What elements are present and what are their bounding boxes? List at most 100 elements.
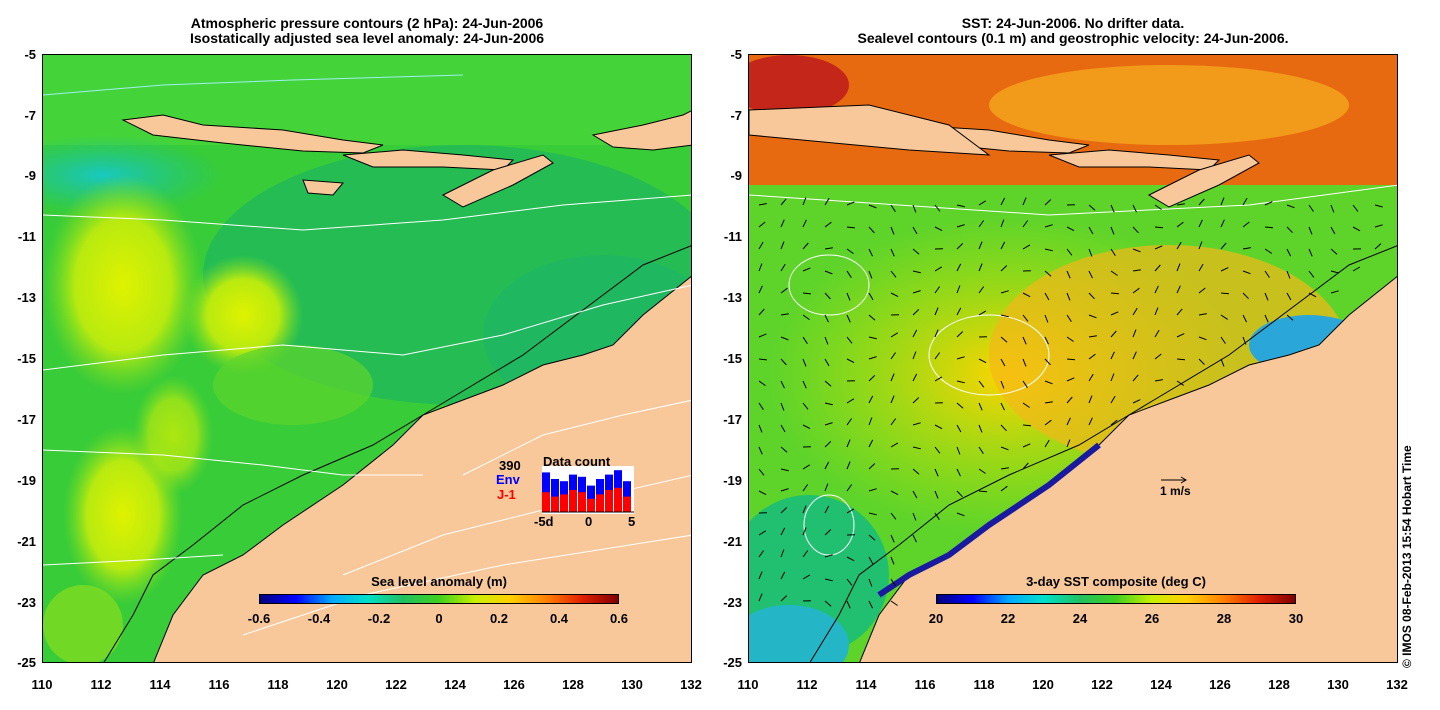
velocity-arrow: [1176, 263, 1181, 272]
velocity-arrow: [868, 600, 873, 609]
velocity-arrow: [956, 424, 962, 433]
velocity-arrow: [868, 292, 874, 301]
velocity-arrow: [956, 446, 961, 455]
velocity-arrow: [956, 468, 961, 477]
velocity-arrow: [956, 490, 963, 498]
velocity-arrow: [1242, 314, 1248, 323]
data-count-j1-label: J-1: [497, 487, 516, 502]
velocity-arrow: [1110, 226, 1115, 235]
velocity-arrow: [1220, 336, 1226, 344]
velocity-arrow: [1176, 333, 1185, 338]
velocity-arrow: [1066, 336, 1074, 342]
velocity-arrow: [978, 490, 988, 493]
lon-tick: 126: [503, 677, 525, 692]
velocity-arrow: [824, 441, 832, 448]
velocity-arrow: [802, 197, 807, 206]
velocity-arrow: [1308, 270, 1315, 278]
velocity-arrow: [1352, 204, 1359, 212]
velocity-arrow: [934, 329, 939, 338]
velocity-arrow: [868, 226, 875, 234]
velocity-arrow: [912, 226, 918, 235]
velocity-arrow: [758, 263, 763, 272]
velocity-arrow: [934, 266, 943, 272]
velocity-arrow: [934, 352, 941, 360]
velocity-arrow: [1286, 270, 1291, 279]
data-count-title: Data count: [543, 454, 611, 469]
velocity-arrow: [824, 402, 833, 406]
velocity-arrow: [802, 242, 809, 250]
lat-tick: -25: [723, 655, 742, 670]
velocity-arrow: [1044, 401, 1053, 404]
velocity-arrow: [824, 197, 830, 206]
velocity-arrow: [890, 395, 895, 404]
velocity-arrow: [780, 287, 788, 294]
lon-tick: 126: [1209, 677, 1231, 692]
velocity-arrow: [1198, 263, 1204, 272]
velocity-arrow: [1000, 290, 1009, 294]
velocity-arrow: [890, 332, 899, 338]
velocity-arrow: [956, 243, 964, 250]
velocity-arrow: [758, 221, 766, 228]
velocity-arrow: [1374, 224, 1383, 228]
velocity-arrow: [1264, 201, 1273, 206]
velocity-arrow: [934, 307, 939, 316]
velocity-arrow: [1066, 439, 1071, 448]
velocity-arrow: [758, 530, 767, 536]
velocity-arrow: [802, 424, 811, 430]
velocity-arrow: [1022, 292, 1031, 298]
velocity-arrow: [1242, 221, 1250, 228]
velocity-arrow: [978, 263, 983, 272]
velocity-arrow: [890, 418, 897, 426]
lat-tick: -9: [24, 168, 36, 183]
velocity-arrow: [956, 224, 965, 228]
velocity-arrow: [912, 290, 921, 294]
lat-tick: -11: [723, 229, 742, 244]
lon-tick: 128: [1268, 677, 1290, 692]
velocity-arrow: [780, 549, 785, 558]
lon-tick: 122: [1091, 677, 1113, 692]
velocity-arrow: [758, 468, 765, 476]
velocity-arrow: [868, 204, 877, 209]
velocity-arrow: [912, 309, 920, 316]
velocity-arrow: [1022, 402, 1030, 408]
velocity-arrow: [1176, 285, 1181, 294]
velocity-arrow: [1308, 204, 1314, 212]
imos-credit: © IMOS 08-Feb-2013 15:54 Hobart Time: [1400, 445, 1414, 668]
lat-tick: -23: [17, 595, 36, 610]
velocity-arrow: [1044, 380, 1053, 385]
velocity-arrow: [1286, 226, 1293, 234]
velocity-arrow: [846, 508, 855, 514]
velocity-arrow: [758, 333, 767, 338]
velocity-arrow: [1110, 351, 1115, 360]
velocity-arrow: [1088, 292, 1095, 300]
velocity-arrow: [1110, 419, 1118, 426]
velocity-arrow: [802, 550, 809, 558]
lon-tick: 124: [1150, 677, 1172, 692]
velocity-arrow: [1220, 242, 1227, 250]
lon-tick: 118: [973, 677, 995, 692]
lat-tick: -7: [24, 108, 36, 123]
velocity-arrow: [824, 292, 831, 300]
velocity-arrow: [956, 402, 964, 409]
velocity-arrow: [1264, 226, 1274, 229]
velocity-arrow: [1154, 264, 1161, 272]
velocity-arrow: [780, 241, 785, 250]
lat-tick: -19: [723, 473, 742, 488]
lat-tick: -15: [17, 351, 36, 366]
velocity-arrow: [780, 263, 786, 272]
velocity-arrow: [1264, 314, 1269, 323]
velocity-arrow: [890, 292, 899, 298]
velocity-arrow: [978, 358, 987, 364]
velocity-arrow: [934, 512, 940, 520]
velocity-arrow: [912, 270, 921, 274]
velocity-arrow: [1088, 270, 1093, 279]
velocity-arrow: [1154, 307, 1159, 316]
velocity-arrow: [868, 375, 876, 382]
velocity-arrow: [1044, 439, 1050, 448]
velocity-arrow: [846, 556, 855, 562]
left-legend-title: Sea level anomaly (m): [371, 574, 507, 589]
velocity-arrow: [956, 380, 965, 384]
data-count-env-label: Env: [496, 472, 520, 487]
velocity-arrows: [758, 197, 1383, 609]
velocity-arrow: [1308, 248, 1313, 257]
